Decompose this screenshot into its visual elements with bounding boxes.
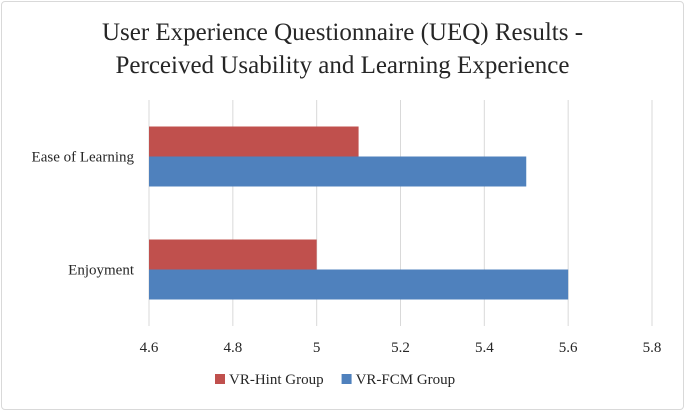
- y-category-label: Enjoyment: [68, 263, 135, 279]
- x-tick-label: 5.2: [391, 340, 410, 356]
- chart-title-line-2: Perceived Usability and Learning Experie…: [116, 52, 570, 79]
- x-tick-label: 5.6: [559, 340, 578, 356]
- x-tick-label: 5.4: [475, 340, 494, 356]
- bar: [149, 126, 359, 157]
- x-tick-label: 5: [313, 340, 321, 356]
- chart-title-line-1: User Experience Questionnaire (UEQ) Resu…: [102, 19, 583, 46]
- bar: [149, 156, 527, 187]
- y-category-label: Ease of Learning: [32, 150, 135, 166]
- legend-swatch: [215, 374, 225, 384]
- x-tick-label: 4.6: [140, 340, 159, 356]
- x-tick-label: 4.8: [223, 340, 242, 356]
- bar: [149, 239, 317, 270]
- legend-label: VR-Hint Group: [229, 372, 324, 388]
- bar: [149, 269, 569, 300]
- legend-label: VR-FCM Group: [356, 372, 456, 388]
- legend-swatch: [341, 374, 352, 384]
- x-tick-label: 5.8: [643, 340, 662, 356]
